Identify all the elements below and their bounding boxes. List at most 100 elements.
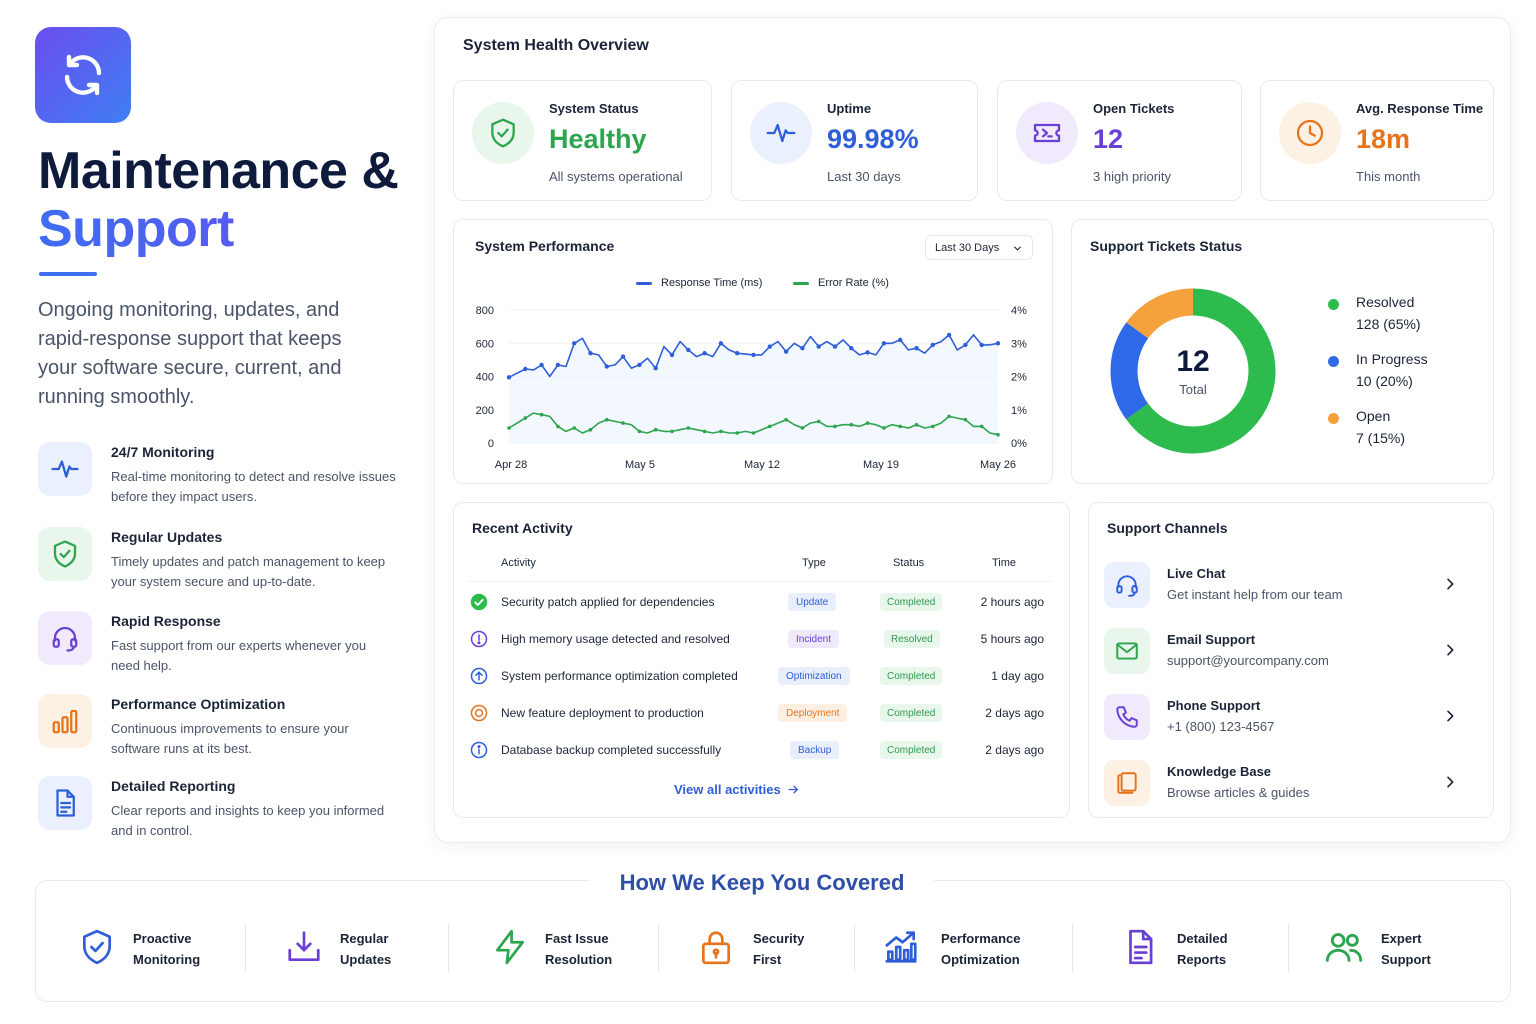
activity-time: 5 hours ago	[980, 632, 1044, 646]
shield-check-icon	[38, 527, 92, 581]
coverage-line2: Resolution	[545, 952, 613, 967]
stat-label: Uptime	[827, 101, 872, 116]
legend-label: Error Rate (%)	[818, 277, 889, 289]
page-title: Maintenance & Support	[38, 142, 399, 258]
table-row[interactable]: New feature deployment to production Dep…	[468, 695, 1052, 732]
activity-time: 2 hours ago	[980, 595, 1044, 609]
hero-description: Ongoing monitoring, updates, and rapid-r…	[38, 299, 342, 408]
view-all-activities-link[interactable]: View all activities	[674, 782, 800, 797]
stat-value: 12	[1093, 124, 1124, 154]
shield-check-icon	[472, 102, 534, 164]
feature-monitoring: 24/7 Monitoring Real-time monitoring to …	[38, 442, 398, 512]
feature-title: Detailed Reporting	[111, 778, 236, 794]
chevron-right-icon	[1447, 710, 1454, 722]
coverage-label: Fast Issue Resolution	[545, 928, 612, 970]
chevron-right-icon	[1447, 578, 1454, 590]
arrow-up-circle-icon	[470, 667, 488, 685]
legend-response: Response Time (ms)	[636, 277, 762, 289]
donut-total-label: Total	[1179, 382, 1207, 397]
tickets-title: Support Tickets Status	[1090, 238, 1243, 254]
coverage-line1: Regular	[340, 931, 389, 946]
activity-name: High memory usage detected and resolved	[501, 632, 730, 646]
info-circle-icon	[470, 741, 488, 759]
status-badge: Completed	[880, 741, 943, 759]
lock-icon	[695, 926, 737, 968]
tickets-card	[1071, 219, 1494, 484]
alert-circle-icon	[470, 630, 488, 648]
separator	[854, 924, 855, 972]
title-line-1: Maintenance &	[38, 142, 399, 200]
feature-desc: Clear reports and insights to keep you i…	[111, 803, 385, 838]
legend-dot	[1328, 299, 1339, 310]
pulse-icon	[750, 102, 812, 164]
activity-name: System performance optimization complete…	[501, 669, 738, 683]
legend-dot	[1328, 413, 1339, 424]
table-row[interactable]: Security patch applied for dependencies …	[468, 584, 1052, 621]
coverage-label: Performance Optimization	[941, 928, 1020, 970]
channel-phone[interactable]: Phone Support +1 (800) 123-4567	[1104, 692, 1474, 742]
legend-name: Resolved	[1356, 294, 1415, 310]
channel-name: Live Chat	[1167, 566, 1226, 581]
stat-card-system-status[interactable]: System Status Healthy All systems operat…	[453, 80, 712, 201]
coverage-line2: Updates	[340, 952, 392, 967]
arrow-right-icon	[788, 785, 798, 794]
feature-desc: Timely updates and patch management to k…	[111, 554, 386, 589]
channel-live-chat[interactable]: Live Chat Get instant help from our team	[1104, 560, 1474, 610]
range-dropdown[interactable]: Last 30 Days	[925, 235, 1033, 260]
activity-title: Recent Activity	[472, 520, 573, 536]
type-badge: Optimization	[778, 667, 850, 685]
ticket-icon	[1016, 102, 1078, 164]
stat-card-response-time[interactable]: Avg. Response Time 18m This month	[1260, 80, 1494, 201]
pulse-icon	[38, 442, 92, 496]
channel-email[interactable]: Email Support support@yourcompany.com	[1104, 626, 1474, 676]
status-badge: Completed	[880, 704, 943, 722]
title-underline	[39, 272, 97, 276]
coverage-title-backdrop	[590, 868, 934, 896]
activity-time: 2 days ago	[985, 706, 1044, 720]
table-row[interactable]: System performance optimization complete…	[468, 658, 1052, 695]
stat-sub: Last 30 days	[827, 169, 901, 184]
feature-desc: Fast support from our experts whenever y…	[111, 638, 367, 673]
channel-sub: support@yourcompany.com	[1167, 653, 1329, 668]
separator	[245, 924, 246, 972]
activity-name: New feature deployment to production	[501, 706, 704, 720]
table-row[interactable]: Database backup completed successfully B…	[468, 732, 1052, 769]
feature-title: 24/7 Monitoring	[111, 444, 215, 460]
document-icon	[1119, 926, 1161, 968]
coverage-line1: Security	[753, 931, 805, 946]
table-row[interactable]: High memory usage detected and resolved …	[468, 621, 1052, 658]
channel-knowledge-base[interactable]: Knowledge Base Browse articles & guides	[1104, 758, 1474, 808]
coverage-line2: Optimization	[941, 952, 1020, 967]
range-label: Last 30 Days	[935, 241, 1000, 254]
feature-title: Rapid Response	[111, 613, 221, 629]
stat-card-open-tickets[interactable]: Open Tickets 12 3 high priority	[997, 80, 1242, 201]
status-badge: Completed	[880, 593, 943, 611]
download-icon	[283, 926, 325, 968]
table-divider	[468, 581, 1052, 582]
channel-name: Email Support	[1167, 632, 1256, 647]
type-badge: Deployment	[778, 704, 848, 722]
status-badge: Resolved	[884, 630, 940, 648]
separator	[1072, 924, 1073, 972]
legend-value: 128 (65%)	[1356, 316, 1421, 332]
channel-name: Knowledge Base	[1167, 764, 1272, 779]
app-logo	[35, 27, 131, 123]
type-badge: Backup	[790, 741, 840, 759]
channels-title: Support Channels	[1107, 520, 1228, 536]
feature-performance: Performance Optimization Continuous impr…	[38, 694, 398, 764]
feature-desc: Continuous improvements to ensure your s…	[111, 721, 349, 756]
coverage-line2: First	[753, 952, 782, 967]
donut-total: 12	[1176, 345, 1210, 378]
mail-icon	[1104, 628, 1150, 674]
status-badge: Completed	[880, 667, 943, 685]
feature-title: Performance Optimization	[111, 696, 286, 712]
chevron-right-icon	[1447, 776, 1454, 788]
book-icon	[1104, 760, 1150, 806]
coverage-line1: Performance	[941, 931, 1021, 946]
document-icon	[38, 776, 92, 830]
stat-label: Avg. Response Time	[1356, 101, 1484, 116]
stat-card-uptime[interactable]: Uptime 99.98% Last 30 days	[731, 80, 978, 201]
view-all-label: View all activities	[674, 782, 781, 797]
activity-name: Database backup completed successfully	[501, 743, 722, 757]
legend-swatch	[793, 281, 809, 285]
